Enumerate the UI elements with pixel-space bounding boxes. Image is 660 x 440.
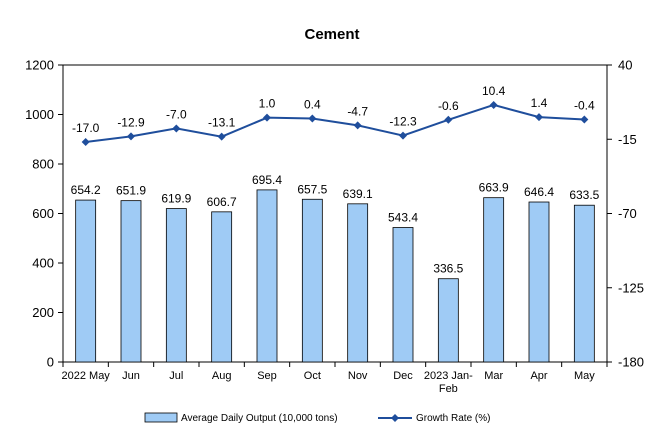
y-left-tick-label: 1000 bbox=[25, 107, 54, 122]
x-tick-label: Oct bbox=[304, 370, 321, 382]
x-tick-label: 2023 Jan- bbox=[424, 370, 473, 382]
line-data-label: 10.4 bbox=[482, 84, 506, 98]
bar bbox=[165, 208, 187, 363]
x-tick-label: Jul bbox=[169, 370, 183, 382]
line-point bbox=[489, 100, 498, 109]
line-data-label: -0.4 bbox=[574, 99, 595, 113]
bar-data-label: 633.5 bbox=[569, 188, 599, 202]
y-axis-left: 0 200 400 600 800 1000 1200 bbox=[25, 58, 63, 370]
line-point bbox=[263, 113, 271, 122]
line-point bbox=[399, 131, 407, 140]
line-point bbox=[308, 114, 317, 123]
bar-data-label: 606.7 bbox=[207, 195, 237, 209]
y-right-tick-label: -15 bbox=[618, 132, 637, 147]
line-point bbox=[535, 113, 543, 122]
x-tick-label: Mar bbox=[484, 370, 503, 382]
x-tick-label: Feb bbox=[439, 383, 458, 395]
line-data-label: -13.1 bbox=[208, 116, 236, 130]
bar-data-label: 543.4 bbox=[388, 211, 418, 225]
line-point bbox=[580, 115, 589, 124]
line-point bbox=[217, 132, 226, 141]
x-tick-label: Dec bbox=[393, 370, 413, 382]
bar-data-label: 663.9 bbox=[479, 181, 509, 195]
x-tick-label: Nov bbox=[348, 370, 368, 382]
x-tick-label: Apr bbox=[530, 370, 547, 382]
line-data-label: -7.0 bbox=[166, 107, 187, 121]
bar-data-label: 651.9 bbox=[116, 184, 146, 198]
bar bbox=[392, 227, 414, 363]
x-tick-label: Sep bbox=[257, 370, 277, 382]
bar bbox=[347, 203, 369, 363]
growth-rate-line bbox=[85, 103, 585, 143]
y-left-tick-label: 0 bbox=[47, 355, 54, 370]
bar bbox=[483, 197, 505, 363]
line-data-label: 1.0 bbox=[259, 97, 276, 111]
bar bbox=[75, 199, 97, 363]
chart-title: Cement bbox=[304, 26, 359, 43]
bar bbox=[437, 278, 459, 363]
line-series bbox=[81, 100, 589, 146]
line-point bbox=[172, 124, 181, 133]
y-right-tick-label: -70 bbox=[618, 206, 637, 221]
bar-data-label: 646.4 bbox=[524, 185, 554, 199]
line-data-label: 0.4 bbox=[304, 97, 321, 111]
y-right-tick-label: -125 bbox=[618, 280, 644, 295]
line-point bbox=[81, 137, 90, 146]
line-data-label: -0.6 bbox=[438, 99, 459, 113]
bar bbox=[211, 211, 233, 363]
x-tick-label: May bbox=[574, 370, 595, 382]
bar bbox=[528, 201, 550, 363]
legend: Average Daily Output (10,000 tons) Growt… bbox=[144, 412, 490, 424]
bar-data-label: 639.1 bbox=[343, 187, 373, 201]
legend-bar-label: Average Daily Output (10,000 tons) bbox=[181, 413, 338, 424]
plot-area bbox=[62, 64, 608, 363]
y-right-tick-label: 40 bbox=[618, 58, 632, 73]
y-left-tick-label: 400 bbox=[32, 256, 54, 271]
x-tick-label: Aug bbox=[212, 370, 232, 382]
bar-data-label: 654.2 bbox=[71, 183, 101, 197]
y-left-tick-label: 1200 bbox=[25, 58, 54, 73]
legend-line-marker bbox=[391, 414, 399, 422]
line-point bbox=[353, 121, 362, 130]
x-tick-label: Jun bbox=[122, 370, 140, 382]
bar bbox=[120, 200, 142, 363]
y-axis-right: -180 -125 -70 -15 40 bbox=[607, 58, 644, 370]
y-left-tick-label: 800 bbox=[32, 157, 54, 172]
y-right-tick-label: -180 bbox=[618, 355, 644, 370]
line-data-label: 1.4 bbox=[531, 96, 548, 110]
legend-bar-swatch bbox=[144, 412, 178, 423]
y-left-tick-label: 600 bbox=[32, 206, 54, 221]
bar bbox=[573, 204, 595, 363]
plot-border bbox=[62, 64, 608, 363]
bar bbox=[301, 198, 323, 363]
line-data-label: -12.3 bbox=[389, 115, 417, 129]
x-axis: 2022 May Jun Jul Aug Sep Oct Nov Dec 2023 Jan-Fe… bbox=[62, 362, 608, 395]
x-tick-label: 2022 May bbox=[62, 370, 111, 382]
line-point bbox=[444, 115, 453, 124]
bar-series bbox=[75, 189, 595, 363]
line-point bbox=[127, 132, 135, 141]
bar bbox=[256, 189, 278, 363]
bar-data-label: 695.4 bbox=[252, 173, 282, 187]
legend-line-label: Growth Rate (%) bbox=[416, 413, 490, 424]
y-left-tick-label: 200 bbox=[32, 305, 54, 320]
bar-data-labels: 654.2 651.9 619.9 606.7 695.4 657.5 639.1 543.4… bbox=[71, 173, 600, 276]
bar-data-label: 336.5 bbox=[433, 262, 463, 276]
line-data-label: -4.7 bbox=[347, 104, 368, 118]
bar-data-label: 619.9 bbox=[161, 192, 191, 206]
line-data-labels: -17.0 -12.9 -7.0 -13.1 1.0 0.4 -4.7 -12.3 -0.6 10… bbox=[72, 84, 595, 135]
bar-data-label: 657.5 bbox=[297, 182, 327, 196]
line-data-label: -17.0 bbox=[72, 121, 100, 135]
line-data-label: -12.9 bbox=[117, 115, 145, 129]
